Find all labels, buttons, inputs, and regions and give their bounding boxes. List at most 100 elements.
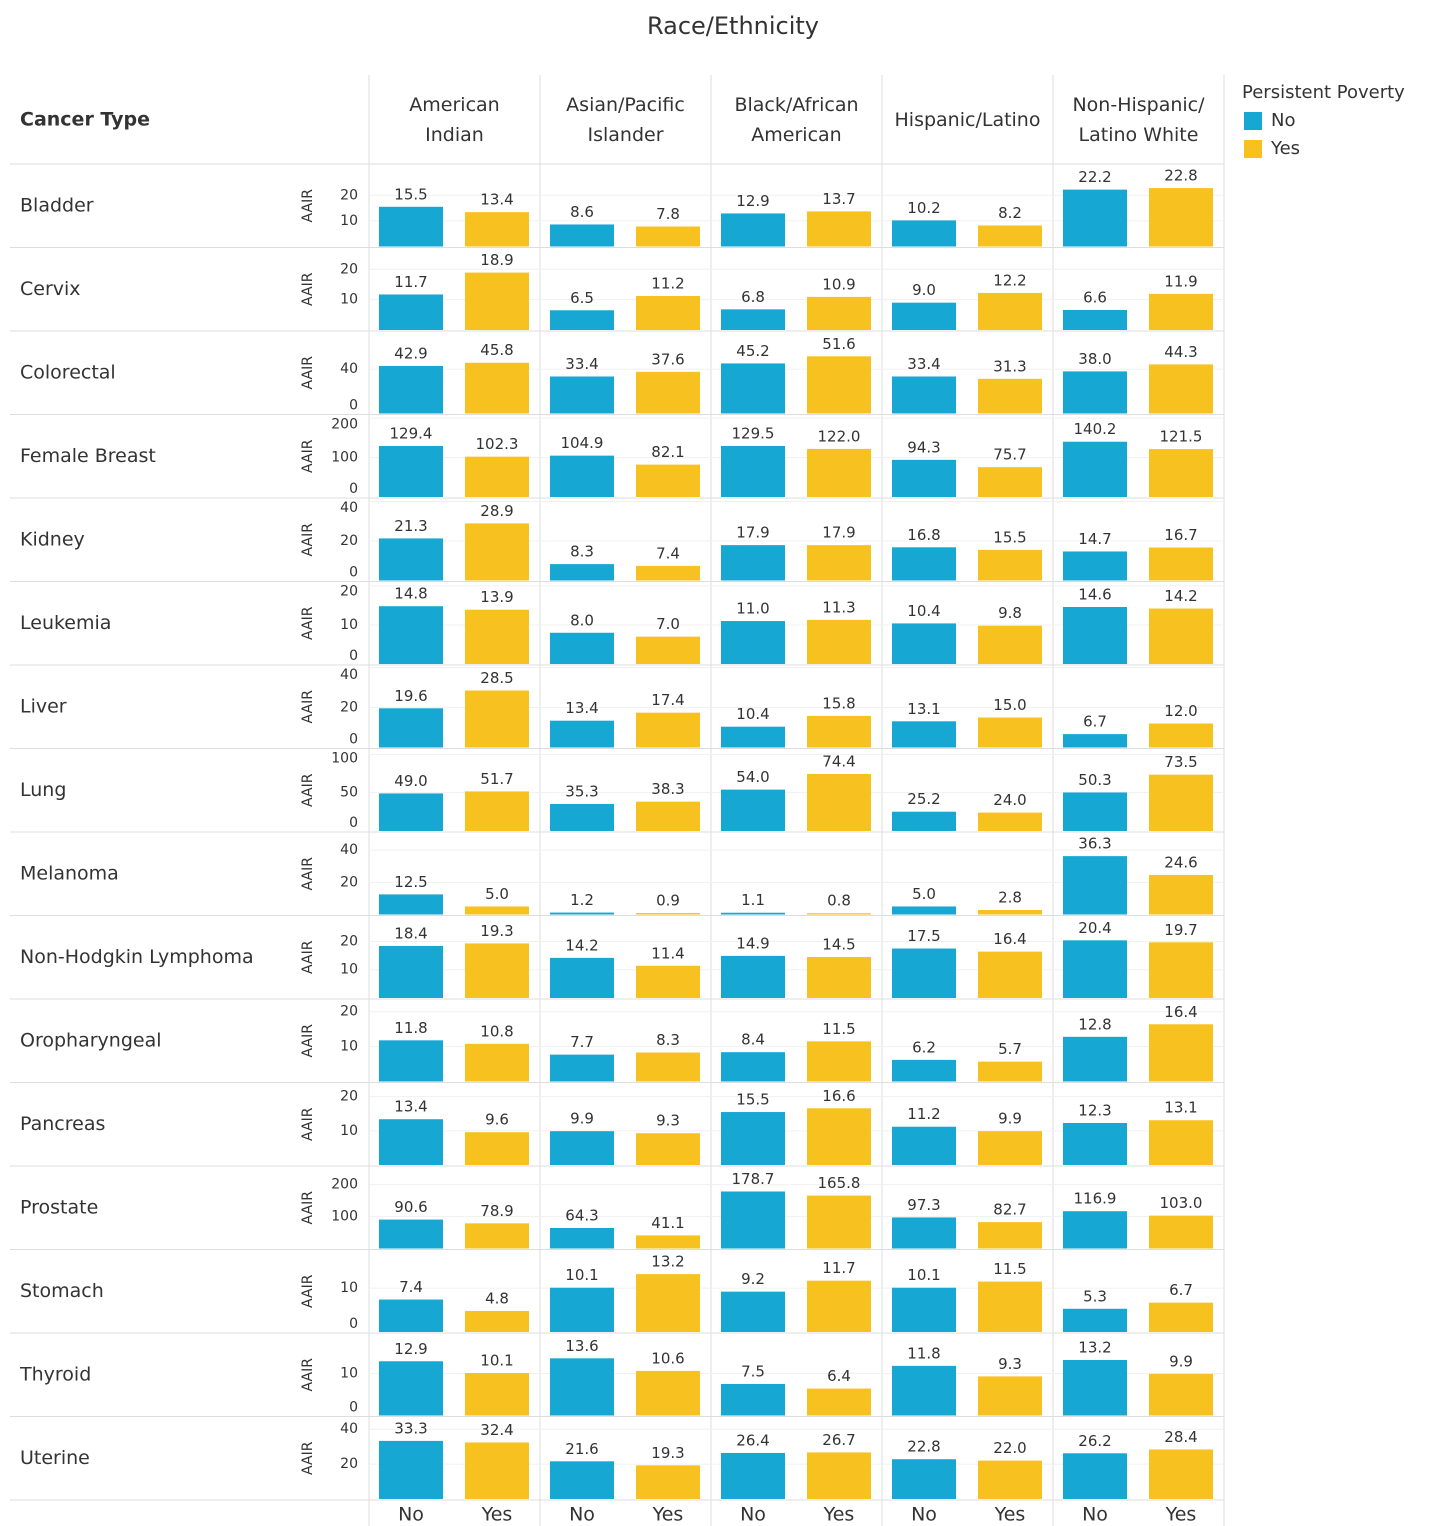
bar [978, 1460, 1042, 1499]
value-label: 18.4 [394, 924, 427, 942]
value-label: 5.7 [998, 1040, 1022, 1058]
bar [379, 793, 443, 831]
chart-title: Race/Ethnicity [647, 12, 819, 40]
value-label: 33.4 [907, 355, 940, 373]
value-label: 25.2 [907, 790, 940, 808]
value-label: 17.5 [907, 927, 940, 945]
bar [978, 812, 1042, 831]
value-label: 7.5 [741, 1362, 765, 1380]
bar [1063, 551, 1127, 581]
value-label: 7.7 [570, 1033, 594, 1051]
bar [721, 363, 785, 414]
bar [978, 717, 1042, 748]
bar [550, 1054, 614, 1082]
bar [978, 467, 1042, 497]
value-label: 9.8 [998, 604, 1022, 622]
value-label: 12.9 [394, 1340, 427, 1358]
value-label: 14.9 [736, 934, 769, 952]
bar [1149, 364, 1213, 414]
bar [1063, 856, 1127, 915]
value-label: 9.9 [570, 1110, 594, 1128]
value-label: 15.5 [736, 1091, 769, 1109]
bar [892, 1126, 956, 1165]
bar [1063, 189, 1127, 247]
y-tick-label: 0 [349, 1400, 358, 1416]
bar [465, 1132, 529, 1165]
bar [721, 1383, 785, 1416]
bar [465, 1310, 529, 1332]
row-label: Thyroid [19, 1363, 91, 1385]
bar [465, 906, 529, 915]
y-tick-label: 20 [340, 187, 358, 203]
value-label: 11.4 [651, 944, 684, 962]
value-label: 75.7 [993, 446, 1026, 464]
y-axis-label: AAIR [300, 1191, 316, 1225]
bar [892, 1459, 956, 1499]
bar [892, 1217, 956, 1249]
y-tick-label: 0 [349, 398, 358, 414]
y-axis-label: AAIR [300, 1024, 316, 1058]
bar [721, 1191, 785, 1249]
y-tick-label: 100 [331, 1209, 358, 1225]
value-label: 74.4 [822, 752, 855, 770]
value-label: 8.3 [570, 543, 594, 561]
bar [1149, 608, 1213, 664]
bar [807, 1041, 871, 1082]
bar [1063, 1359, 1127, 1416]
value-label: 178.7 [732, 1170, 775, 1188]
bar [465, 1442, 529, 1499]
row-label: Oropharyngeal [20, 1029, 162, 1051]
y-tick-label: 20 [340, 933, 358, 949]
y-tick-label: 200 [331, 417, 358, 433]
value-label: 11.0 [736, 600, 769, 618]
bar [807, 715, 871, 748]
bar [1063, 940, 1127, 998]
value-label: 11.9 [1164, 272, 1197, 290]
x-tick-label: No [740, 1504, 766, 1526]
bar [978, 1281, 1042, 1332]
x-tick-label: No [911, 1504, 937, 1526]
value-label: 16.4 [1164, 1003, 1197, 1021]
y-tick-label: 20 [340, 1089, 358, 1105]
value-label: 16.6 [822, 1087, 855, 1105]
bar [892, 220, 956, 247]
bar [978, 378, 1042, 414]
value-label: 10.4 [736, 705, 769, 723]
y-tick-label: 0 [349, 732, 358, 748]
bar [892, 376, 956, 414]
value-label: 13.4 [394, 1098, 427, 1116]
y-tick-label: 40 [340, 1421, 358, 1437]
value-label: 14.5 [822, 936, 855, 954]
value-label: 13.9 [480, 588, 513, 606]
value-label: 73.5 [1164, 753, 1197, 771]
bar [379, 538, 443, 581]
bar [892, 302, 956, 330]
bar [636, 295, 700, 330]
value-label: 10.8 [480, 1022, 513, 1040]
value-label: 7.4 [656, 544, 680, 562]
column-header: Hispanic/Latino [894, 109, 1041, 131]
bar [807, 211, 871, 247]
bar [892, 948, 956, 998]
value-label: 16.4 [993, 930, 1026, 948]
bar [978, 1376, 1042, 1416]
bar [550, 1287, 614, 1332]
bar [978, 549, 1042, 581]
value-label: 0.8 [827, 892, 851, 910]
legend-label: No [1271, 110, 1295, 131]
bar [465, 456, 529, 497]
column-header: American Indian [409, 94, 500, 146]
value-label: 10.6 [651, 1349, 684, 1367]
bar [807, 1195, 871, 1249]
bar [550, 224, 614, 247]
bar [1149, 1302, 1213, 1332]
bar [1149, 874, 1213, 915]
bar [721, 955, 785, 998]
bar [978, 1222, 1042, 1249]
bar [892, 1059, 956, 1082]
value-label: 6.6 [1083, 288, 1107, 306]
legend-swatch [1244, 140, 1262, 158]
y-tick-label: 10 [340, 292, 358, 308]
bar [807, 913, 871, 915]
y-tick-label: 10 [340, 1123, 358, 1139]
